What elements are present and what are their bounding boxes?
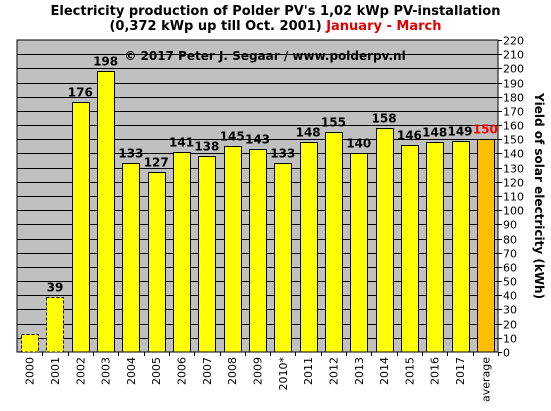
- y-tick-label: 70: [503, 248, 517, 261]
- bar-2014: [376, 128, 394, 353]
- x-tick-label: 2000: [24, 357, 37, 385]
- chart-title-line1: Electricity production of Polder PV's 1,…: [0, 4, 551, 19]
- chart-title-line1-text: Electricity production of Polder PV's 1,…: [50, 4, 501, 19]
- data-label: 143: [245, 133, 270, 147]
- y-tick-label: 190: [503, 78, 524, 91]
- y-tick-label: 180: [503, 92, 524, 105]
- bar-2017: [452, 141, 470, 353]
- x-tick-label: 2017: [454, 357, 467, 385]
- x-tick-label: 2008: [226, 357, 239, 385]
- x-tick-label: 2014: [378, 357, 391, 385]
- y-tick-label: 90: [503, 219, 517, 232]
- bar-2008: [224, 146, 242, 353]
- bar-2012: [325, 132, 343, 353]
- y-tick-label: 40: [503, 290, 517, 303]
- x-tick-label: 2005: [150, 357, 163, 385]
- x-tick-label: 2003: [100, 357, 113, 385]
- y-tick-label: 50: [503, 276, 517, 289]
- x-tick-label: 2004: [125, 357, 138, 385]
- y-tick-label: 110: [503, 191, 524, 204]
- data-label: 150: [473, 123, 498, 137]
- data-label: 127: [144, 156, 169, 170]
- data-label: 146: [397, 129, 422, 143]
- bar-2004: [122, 163, 140, 353]
- data-label: 39: [47, 281, 64, 295]
- data-label: 141: [169, 136, 194, 150]
- x-tick-label: 2009: [252, 357, 265, 385]
- bar-2000: [21, 334, 39, 353]
- x-tick-label: 2006: [176, 357, 189, 385]
- x-tick-label: 2007: [201, 357, 214, 385]
- x-tick-label: average: [479, 357, 492, 402]
- y-tick-label: 150: [503, 134, 524, 147]
- data-label: 133: [270, 147, 295, 161]
- bar-2002: [72, 102, 90, 353]
- data-label: 158: [372, 112, 397, 126]
- y-tick-label: 10: [503, 333, 517, 346]
- y-tick-label: 120: [503, 177, 524, 190]
- y-tick-label: 80: [503, 234, 517, 247]
- bar-2001: [46, 297, 64, 353]
- data-label: 138: [194, 140, 219, 154]
- y-tick-label: 30: [503, 304, 517, 317]
- x-tick-label: 2016: [429, 357, 442, 385]
- data-label: 176: [68, 86, 93, 100]
- y-tick-label: 20: [503, 319, 517, 332]
- x-tick-label: 2001: [49, 357, 62, 385]
- y-tick-label: 0: [503, 347, 510, 360]
- bar-2016: [426, 142, 444, 353]
- bar-2005: [148, 172, 166, 353]
- x-tick-label: 2010*: [277, 357, 290, 391]
- chart-subtitle-text: (0,372 kWp up till Oct. 2001): [109, 19, 322, 34]
- y-tick-label: 130: [503, 163, 524, 176]
- y-tick-label: 140: [503, 148, 524, 161]
- y-axis-label: Yield of solar electricity (kWh): [532, 92, 546, 299]
- chart-period-text: January - March: [326, 19, 442, 34]
- y-tick-label: 220: [503, 35, 524, 48]
- bar-2009: [249, 149, 267, 353]
- copyright-notice: © 2017 Peter J. Segaar / www.polderpv.nl: [124, 49, 405, 63]
- data-label: 155: [321, 116, 346, 130]
- bar-2015: [401, 145, 419, 353]
- y-tick-label: 160: [503, 120, 524, 133]
- x-tick-label: 2002: [74, 357, 87, 385]
- data-label: 149: [447, 125, 472, 139]
- bar-2003: [97, 71, 115, 353]
- bar-2006: [173, 152, 191, 353]
- data-label: 133: [118, 147, 143, 161]
- x-tick-label: 2013: [353, 357, 366, 385]
- data-label: 140: [346, 137, 371, 151]
- data-label: 148: [296, 126, 321, 140]
- y-tick-label: 210: [503, 49, 524, 62]
- bar-2010-star: [274, 163, 292, 353]
- y-tick-label: 170: [503, 106, 524, 119]
- y-tick-label: 60: [503, 262, 517, 275]
- x-tick-label: 2015: [403, 357, 416, 385]
- x-tick-label: 2011: [302, 357, 315, 385]
- bar-2007: [198, 156, 216, 353]
- bar-average: [477, 139, 495, 353]
- y-tick-label: 100: [503, 205, 524, 218]
- bar-2013: [350, 153, 368, 353]
- chart-title-line2: (0,372 kWp up till Oct. 2001) January - …: [0, 19, 551, 34]
- data-label: 148: [422, 126, 447, 140]
- data-label: 145: [220, 130, 245, 144]
- y-tick-label: 200: [503, 63, 524, 76]
- bar-2011: [300, 142, 318, 353]
- x-tick-label: 2012: [327, 357, 340, 385]
- data-label: 198: [93, 55, 118, 69]
